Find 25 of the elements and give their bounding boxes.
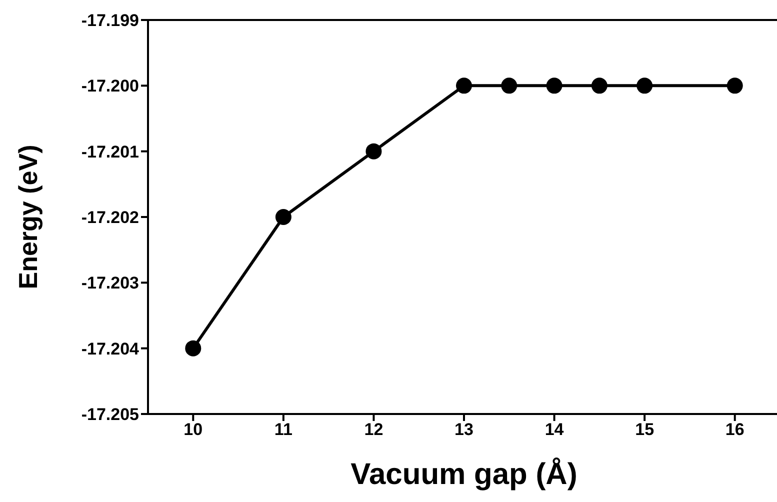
y-axis-title: Energy (eV) (13, 144, 44, 290)
y-tick-label: -17.204 (81, 339, 140, 358)
x-tick-label: 14 (544, 420, 564, 440)
x-tick-label: 12 (364, 420, 384, 440)
y-tick-label: -17.200 (81, 76, 139, 96)
x-tick-label: 11 (274, 420, 292, 440)
x-tick-label: 15 (635, 420, 654, 440)
x-tick-label: 16 (725, 420, 744, 440)
point (456, 78, 472, 94)
point (501, 78, 518, 94)
x-axis-title: Vacuum gap (Å) (350, 457, 578, 491)
point (546, 78, 562, 94)
y-tick-label: -17.205 (81, 405, 139, 424)
point (591, 78, 608, 94)
y-tick-label: -17.202 (81, 208, 139, 228)
x-tick-label: 10 (184, 420, 203, 440)
y-tick-label: -17.199 (81, 11, 139, 30)
point (726, 78, 743, 94)
x-tick-label: 13 (454, 420, 474, 440)
y-tick-label: -17.203 (81, 274, 139, 293)
y-tick-label: -17.201 (81, 142, 139, 162)
point (185, 340, 202, 356)
point (366, 143, 382, 160)
point (275, 209, 292, 225)
point (636, 78, 653, 94)
